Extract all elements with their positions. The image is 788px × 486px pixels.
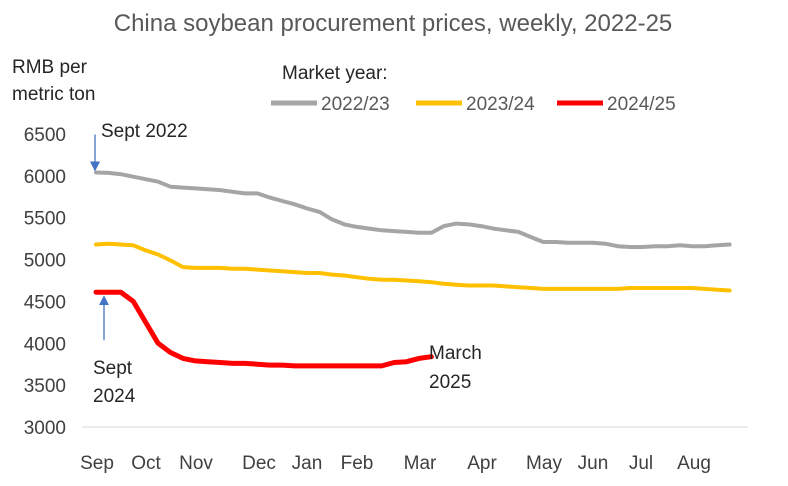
x-tick-label: Feb <box>341 453 374 474</box>
y-tick-label: 5000 <box>24 251 66 272</box>
legend-title: Market year: <box>282 63 388 84</box>
series-group <box>93 170 732 369</box>
annotation-label: Sept 2022 <box>101 121 188 142</box>
x-tick-label: Nov <box>179 453 213 474</box>
x-tick-label: Jan <box>292 453 323 474</box>
x-tick-label: Mar <box>404 453 437 474</box>
chart-title: China soybean procurement prices, weekly… <box>114 10 673 37</box>
x-tick-label: Aug <box>677 453 711 474</box>
legend-label: 2022/23 <box>321 94 390 115</box>
annotations: Sept 2022 Sept 2024 March 2025 <box>90 121 482 407</box>
y-tick-label: 4500 <box>24 292 66 313</box>
series-line-2024-25 <box>93 289 434 369</box>
series-line-2023-24 <box>94 241 732 293</box>
y-tick-label: 6000 <box>24 167 66 188</box>
x-axis: Sep Oct Nov Dec Jan Feb Mar Apr May Jun Jul Aug <box>80 453 711 474</box>
annotation-label: Sept <box>93 358 133 379</box>
y-axis: 3000 3500 4000 4500 5000 5500 6000 6500 <box>24 125 66 439</box>
annotation-label: 2025 <box>429 372 471 393</box>
y-tick-label: 3500 <box>24 376 66 397</box>
y-tick-label: 4000 <box>24 334 66 355</box>
legend-label: 2023/24 <box>466 94 535 115</box>
legend: 2022/23 2023/24 2024/25 <box>271 94 676 115</box>
x-tick-label: Apr <box>467 453 497 474</box>
series-line-2022-23 <box>94 170 732 249</box>
x-tick-label: Jul <box>629 453 653 474</box>
x-tick-label: Oct <box>131 453 161 474</box>
y-axis-label-line-1: RMB per <box>12 57 88 78</box>
x-tick-label: Sep <box>80 453 114 474</box>
x-tick-label: Jun <box>578 453 609 474</box>
annotation-label: 2024 <box>93 386 136 407</box>
x-tick-label: Dec <box>242 453 276 474</box>
annotation-label: March <box>429 343 482 364</box>
y-axis-label-line-2: metric ton <box>12 84 95 105</box>
x-tick-label: May <box>526 453 562 474</box>
y-tick-label: 3000 <box>24 418 66 439</box>
y-tick-label: 5500 <box>24 209 66 230</box>
y-tick-label: 6500 <box>24 125 66 146</box>
legend-label: 2024/25 <box>607 94 676 115</box>
